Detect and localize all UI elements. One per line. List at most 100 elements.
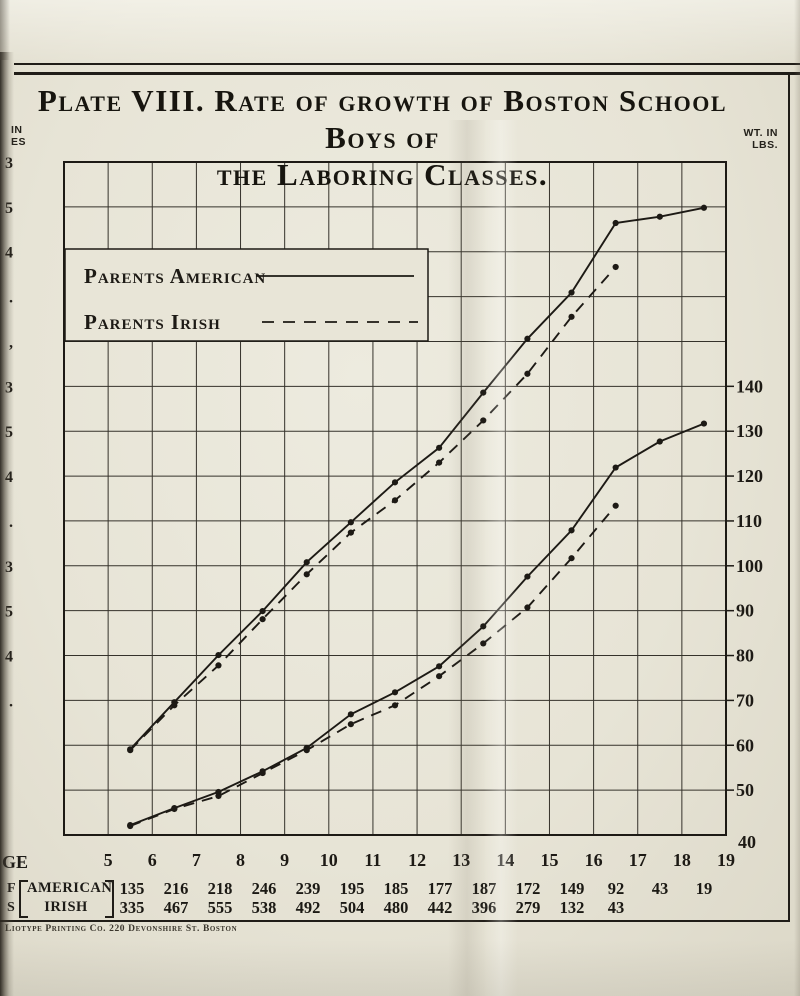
right-axis-label: 90	[736, 601, 754, 621]
data-point-weight-parents-irish	[568, 555, 575, 562]
right-axis-label: 70	[736, 690, 754, 710]
left-axis-label-fragment: .	[9, 693, 13, 710]
x-axis-label: 15	[540, 850, 558, 870]
table-value: 195	[339, 879, 365, 898]
data-point-weight-parents-american	[656, 438, 663, 445]
left-axis-label-fragment: ,	[9, 334, 13, 351]
data-point-height-parents-american	[259, 608, 266, 615]
plate-title-line2: the Laboring Classes.	[216, 157, 549, 192]
x-axis-label: 5	[104, 850, 113, 870]
right-axis-label: 140	[736, 376, 763, 396]
data-point-height-parents-irish	[127, 747, 134, 754]
right-axis-label: 80	[736, 646, 754, 666]
right-axis-label: 50	[736, 780, 754, 800]
data-point-height-parents-irish	[303, 571, 310, 578]
data-point-weight-parents-irish	[612, 502, 619, 509]
table-label-american: AMERICAN	[27, 880, 113, 896]
data-point-weight-parents-irish	[171, 805, 178, 813]
data-point-height-parents-irish	[171, 702, 178, 709]
data-point-height-parents-american	[303, 559, 310, 566]
data-point-height-parents-irish	[347, 529, 354, 536]
x-axis-label: 18	[673, 850, 691, 870]
data-point-height-parents-irish	[436, 459, 443, 466]
table-value: 335	[119, 898, 145, 917]
table-value: 279	[515, 898, 541, 917]
left-axis-caption-fragment: IN ES	[11, 124, 27, 148]
left-axis-label-fragment: 3	[5, 559, 13, 576]
x-axis-label: 11	[364, 850, 381, 870]
right-axis-caption: WT. IN LBS.	[743, 127, 778, 151]
data-point-height-parents-american	[215, 651, 222, 659]
data-point-height-parents-american	[347, 519, 354, 526]
left-axis-label-fragment: .	[9, 514, 13, 531]
data-point-weight-parents-american	[480, 623, 487, 630]
table-value: 149	[559, 879, 585, 898]
right-axis-label: 100	[736, 556, 763, 576]
data-point-height-parents-american	[700, 204, 708, 211]
plate-title: Plate VIII. Rate of growth of Boston Sch…	[20, 82, 745, 193]
data-point-weight-parents-american	[524, 573, 531, 580]
x-axis-label: 14	[496, 850, 514, 870]
plot-border	[63, 161, 727, 836]
table-value: 216	[163, 879, 189, 898]
printer-imprint: Liotype Printing Co. 220 Devonshire St. …	[5, 924, 238, 934]
legend-box	[64, 248, 429, 342]
left-axis-label-fragment: 3	[5, 155, 13, 172]
data-point-height-parents-american	[656, 213, 663, 220]
left-axis-label-fragment: 4	[5, 245, 13, 262]
data-point-height-parents-irish	[259, 616, 266, 623]
data-point-height-parents-irish	[391, 497, 399, 504]
table-group-labels: AMERICAN IRISH	[27, 879, 113, 917]
x-axis-label: 8	[236, 850, 245, 870]
data-point-weight-parents-irish	[391, 702, 399, 709]
x-axis-label: 17	[629, 850, 647, 870]
data-point-height-parents-american	[612, 219, 619, 227]
left-axis-label-fragment: 4	[5, 649, 13, 666]
plate-title-line1: Plate VIII. Rate of growth of Boston Sch…	[37, 83, 728, 155]
table-value: 442	[427, 898, 453, 917]
x-axis-label: 9	[280, 850, 289, 870]
curve-height-parents-irish	[129, 266, 617, 751]
x-axis-label: 10	[320, 850, 338, 870]
data-point-weight-parents-american	[700, 420, 708, 427]
data-point-height-parents-irish	[480, 417, 487, 424]
legend-item-label: Parents American	[84, 264, 266, 288]
data-point-height-parents-american	[480, 389, 487, 396]
table-value: 504	[339, 898, 365, 917]
left-axis-label-fragment: 5	[5, 424, 13, 441]
table-value: 396	[471, 898, 497, 917]
data-point-weight-parents-american	[568, 527, 575, 534]
data-point-height-parents-irish	[612, 263, 619, 271]
data-point-height-parents-american	[568, 289, 575, 296]
data-point-weight-parents-irish	[215, 792, 222, 800]
table-close-bracket	[105, 880, 114, 918]
data-point-height-parents-american	[524, 335, 531, 342]
left-axis-label-fragment: .	[9, 290, 13, 307]
right-axis-label: 60	[736, 735, 754, 755]
table-value: 177	[427, 879, 453, 898]
curve-height-parents-american	[129, 206, 705, 750]
right-axis-label: 110	[736, 511, 762, 531]
data-point-weight-parents-irish	[127, 822, 134, 830]
table-value: 132	[559, 898, 585, 917]
table-value: 185	[383, 879, 409, 898]
data-point-height-parents-american	[436, 444, 443, 451]
frame-bottom-rule	[0, 919, 790, 922]
left-axis-label-fragment: 5	[5, 604, 13, 621]
x-axis-label: 6	[148, 850, 157, 870]
table-value: 239	[295, 879, 321, 898]
top-rule-thin	[14, 63, 800, 65]
table-row-american-values: 135 216 218 246 239 195 185 177 187 172 149 92 43 19	[110, 879, 726, 898]
data-point-weight-parents-american	[391, 689, 399, 696]
x-axis-label: 16	[585, 850, 603, 870]
curve-weight-parents-american	[129, 422, 705, 826]
table-value: 19	[695, 879, 713, 898]
data-point-height-parents-irish	[524, 370, 531, 377]
x-axis-label: 19	[717, 850, 735, 870]
table-row-irish-values: 335 467 555 538 492 504 480 442 396 279 132 43	[110, 898, 726, 917]
table-value: 92	[607, 879, 625, 898]
curve-weight-parents-irish	[129, 505, 617, 827]
x-axis-caption-fragment: GE	[2, 852, 29, 872]
